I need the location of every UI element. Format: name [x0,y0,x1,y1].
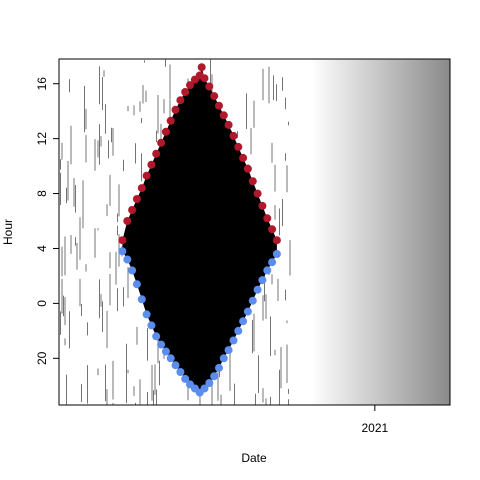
series-1-point-11 [171,361,180,370]
series-1-point-20 [215,363,223,372]
y-tick-label-3: 4 [35,245,49,252]
post-data-gradient [311,59,450,405]
series-0-point-25 [234,142,243,151]
series-0-point-10 [166,116,175,125]
series-0-point-31 [263,214,272,223]
series-0-point-14 [186,81,194,90]
series-0-point-21 [215,101,223,110]
series-1-point-9 [161,347,170,356]
series-1-point-27 [248,296,257,305]
series-1-point-19 [210,372,219,381]
series-1-point-8 [157,340,166,349]
series-1-point-31 [268,258,277,267]
series-0-point-12 [176,96,185,105]
series-1-point-5 [142,310,151,319]
series-1-point-10 [166,354,175,363]
series-1-point-2 [128,266,137,275]
series-1-point-1 [123,255,132,264]
series-0-point-22 [219,111,228,120]
y-tick-label-0: 16 [35,77,49,91]
series-0-point-19 [205,82,214,91]
series-1-point-6 [147,321,156,330]
x-axis-title: Date [241,451,267,465]
series-0-point-6 [147,160,156,169]
series-0-point-0 [118,236,127,245]
y-tick-label-2: 8 [35,190,49,197]
series-0-point-7 [152,149,161,158]
series-1-point-30 [263,266,272,275]
series-0-point-24 [229,131,238,140]
series-1-point-21 [219,354,228,363]
series-0-point-26 [239,153,248,162]
series-1-point-17 [200,384,209,393]
series-0-point-4 [137,184,146,193]
series-1-point-0 [118,247,127,256]
series-1-point-12 [176,368,185,376]
x-tick-label-0: 2021 [361,421,388,435]
series-0-point-23 [224,120,233,129]
y-tick-label-4: 0 [35,300,49,307]
series-0-point-32 [268,225,277,234]
plot-area [59,59,450,405]
series-0-point-28 [248,177,257,186]
series-0-point-30 [258,201,267,210]
series-0-point-33 [272,236,281,245]
series-0-point-29 [253,189,262,198]
series-0-point-13 [181,88,190,96]
series-0-point-20 [210,92,219,101]
series-1-point-13 [181,374,190,383]
series-1-point-26 [243,307,252,316]
series-0-point-11 [171,105,180,114]
series-0-point-5 [142,171,151,180]
series-0-point-18 [200,74,209,83]
series-1-point-24 [234,326,243,335]
series-1-point-4 [137,295,146,304]
series-1-point-3 [132,280,141,289]
x-axis: 2021 [361,405,389,435]
y-tick-label-1: 12 [35,132,49,146]
y-axis-title: Hour [1,219,15,245]
series-1-point-32 [272,250,281,258]
series-0-point-3 [132,195,141,203]
series-0-point-9 [161,127,170,136]
series-0-point-1 [123,217,132,225]
series-1-point-29 [258,276,267,285]
lower-boundary-series [118,247,281,397]
y-axis: 16 12 8 4 0 20 [35,77,59,365]
upper-boundary-series [118,63,281,245]
plot-frame [58,58,451,406]
series-0-point-27 [243,164,252,173]
series-1-point-18 [205,379,214,387]
series-1-point-25 [239,317,248,326]
series-1-point-23 [229,336,238,345]
series-1-point-22 [224,346,233,355]
series-1-point-7 [152,332,161,341]
y-tick-label-5: 20 [35,351,49,365]
series-0-point-17 [197,63,206,72]
series-0-point-2 [128,206,137,214]
series-1-point-28 [253,285,262,294]
series-0-point-8 [157,138,166,147]
